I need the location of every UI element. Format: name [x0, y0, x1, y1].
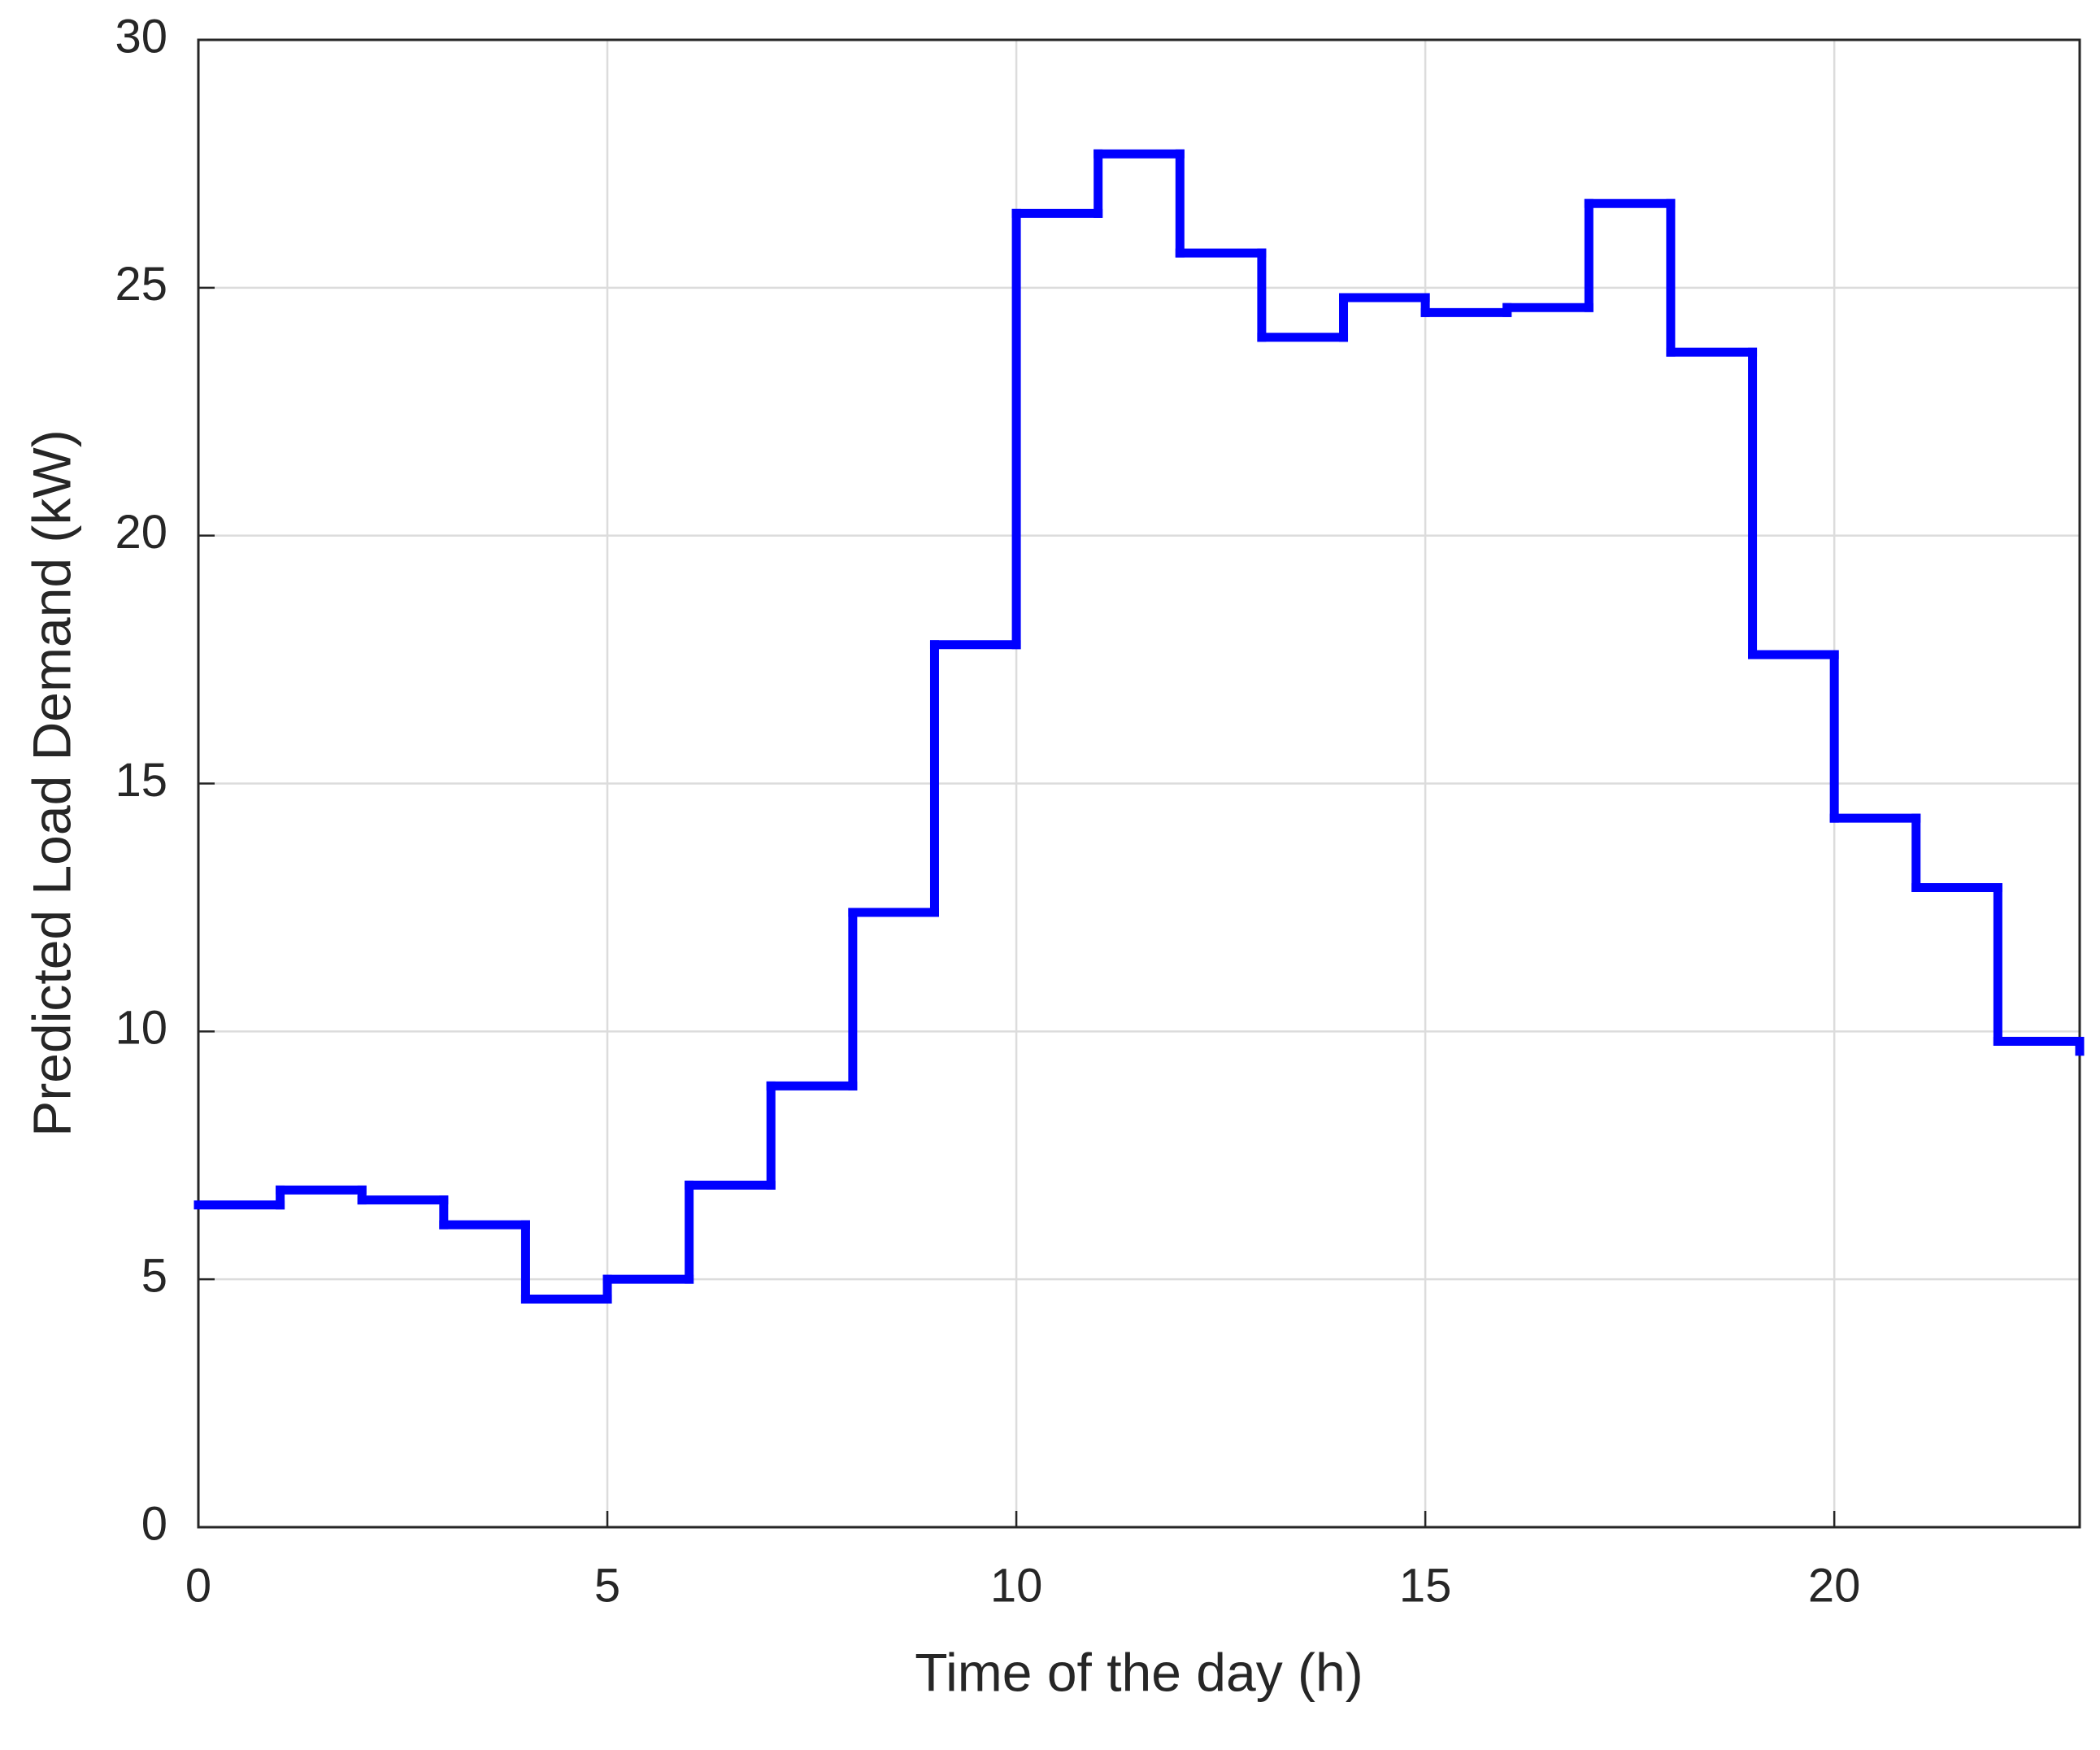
x-tick-label: 5 [594, 1559, 620, 1612]
plot-frame [197, 38, 2081, 1529]
x-tick-label: 15 [1399, 1559, 1452, 1612]
y-tick-label: 25 [115, 258, 167, 311]
x-tick-label: 0 [185, 1559, 211, 1612]
y-tick-label: 0 [141, 1497, 167, 1550]
y-tick-label: 5 [141, 1249, 167, 1302]
y-axis-label: Predicted Load Demand (kW) [21, 429, 81, 1136]
y-tick-label: 20 [115, 506, 167, 559]
y-tick-label: 15 [115, 754, 167, 807]
y-tick-label: 10 [115, 1002, 167, 1055]
y-tick-label: 30 [115, 10, 167, 63]
x-axis-label: Time of the day (h) [915, 1642, 1363, 1702]
x-tick-label: 20 [1808, 1559, 1861, 1612]
x-tick-label: 10 [990, 1559, 1043, 1612]
